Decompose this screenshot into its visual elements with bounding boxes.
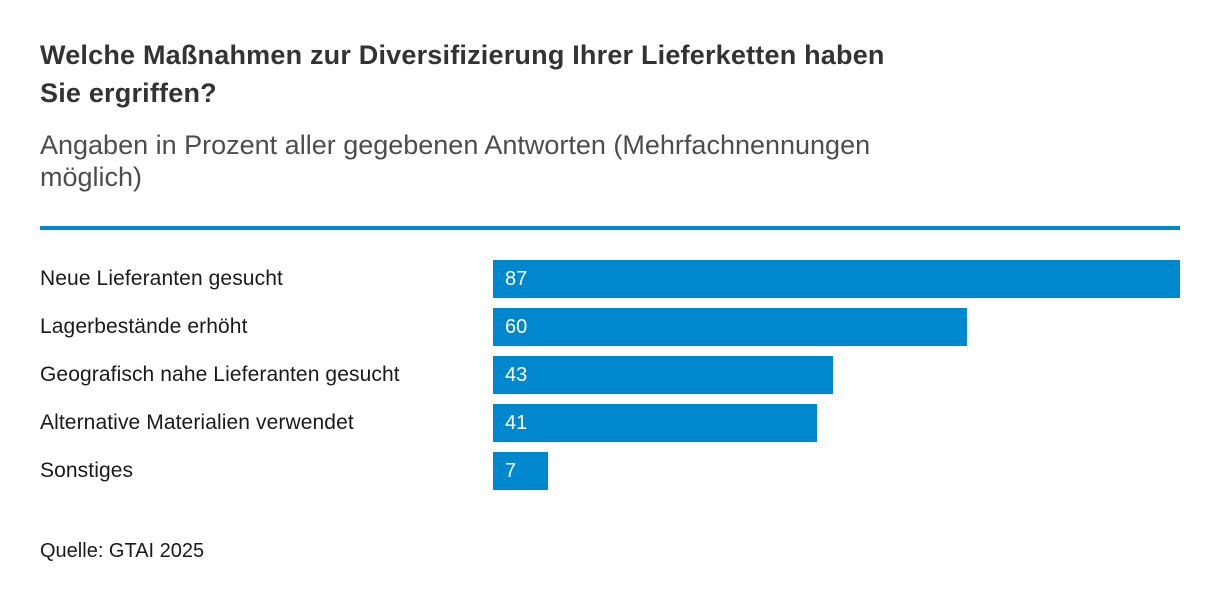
bar: 41 — [493, 404, 817, 442]
bar-row: Lagerbestände erhöht 60 — [40, 308, 1180, 346]
bar-row: Neue Lieferanten gesucht 87 — [40, 260, 1180, 298]
bar-track: 87 — [493, 260, 1180, 298]
bar-track: 60 — [493, 308, 1180, 346]
chart-subtitle: Angaben in Prozent aller gegebenen Antwo… — [40, 130, 871, 192]
bar-chart: Neue Lieferanten gesucht 87 Lagerbestände … — [40, 260, 1180, 490]
bar-value-label: 87 — [505, 267, 528, 290]
source-note: Quelle: GTAI 2025 — [40, 540, 205, 562]
bar-track: 41 — [493, 404, 1180, 442]
bar: 43 — [493, 356, 833, 394]
bar-value-label: 7 — [505, 459, 517, 482]
bar: 87 — [493, 260, 1180, 298]
bar-row: Geografisch nahe Lieferanten gesucht 43 — [40, 356, 1180, 394]
bar-row: Alternative Materialien verwendet 41 — [40, 404, 1180, 442]
bar-track: 43 — [493, 356, 1180, 394]
bar-row: Sonstiges 7 — [40, 452, 1180, 490]
bar: 7 — [493, 452, 549, 490]
category-label: Lagerbestände erhöht — [40, 315, 248, 338]
divider-line — [40, 226, 1180, 230]
bar-value-label: 43 — [505, 363, 528, 386]
bar: 60 — [493, 308, 967, 346]
bar-value-label: 60 — [505, 315, 528, 338]
chart-title: Welche Maßnahmen zur Diversifizierung Ih… — [40, 40, 885, 108]
category-label: Geografisch nahe Lieferanten gesucht — [40, 363, 400, 386]
category-label: Sonstiges — [40, 459, 134, 482]
bar-value-label: 41 — [505, 411, 528, 434]
category-label: Alternative Materialien verwendet — [40, 411, 354, 434]
category-label: Neue Lieferanten gesucht — [40, 267, 283, 290]
bar-track: 7 — [493, 452, 1180, 490]
